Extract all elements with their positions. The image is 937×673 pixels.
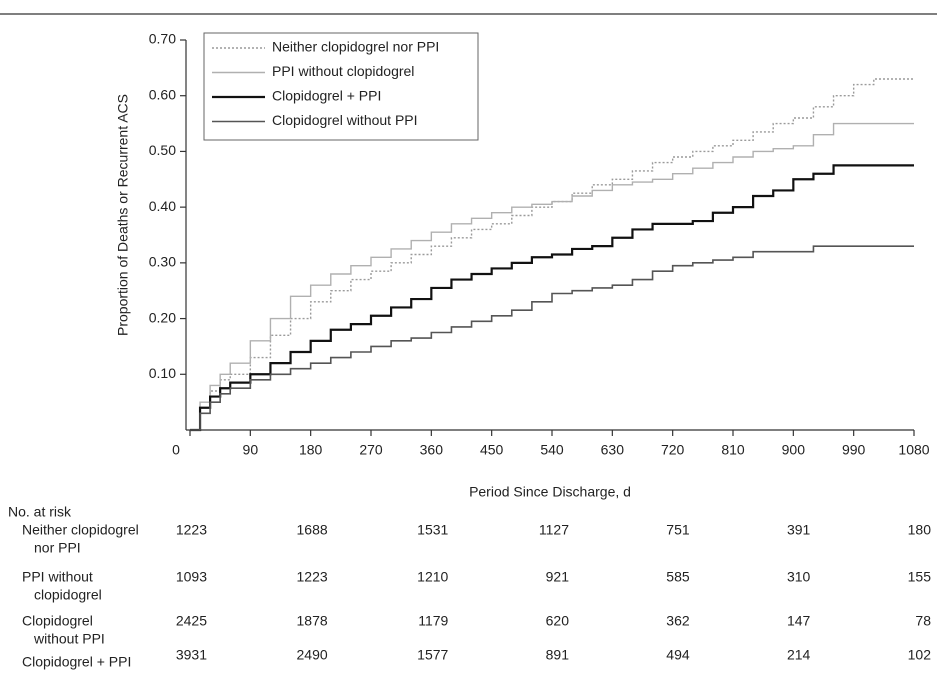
risk-count: 3931 [176,647,207,663]
risk-count: 102 [908,647,932,663]
survival-curve [190,78,914,431]
legend-label: Neither clopidogrel nor PPI [272,39,439,55]
risk-count: 620 [546,613,570,629]
y-tick-label: 0.50 [149,142,176,158]
risk-count: 1210 [417,569,448,585]
x-tick-label: 180 [299,442,323,458]
risk-row-label: without PPI [33,631,105,647]
x-tick-label: 1080 [898,442,929,458]
risk-count: 147 [787,613,811,629]
legend-label: Clopidogrel + PPI [272,88,381,104]
risk-count: 891 [546,647,570,663]
risk-count: 921 [546,569,570,585]
risk-count: 214 [787,647,811,663]
risk-count: 155 [908,569,932,585]
survival-curve [190,164,914,432]
x-tick-label: 720 [661,442,685,458]
risk-count: 1531 [417,522,448,538]
risk-row-label: Neither clopidogrel [22,522,139,538]
risk-row-label: nor PPI [34,540,81,556]
y-tick-label: 0.10 [149,365,176,381]
risk-count: 1179 [418,613,448,629]
risk-count: 78 [915,613,931,629]
survival-curve [190,245,914,431]
x-tick-label: 270 [359,442,383,458]
x-tick-label: 990 [842,442,866,458]
survival-curve [190,122,914,431]
risk-count: 1577 [417,647,448,663]
x-tick-label: 630 [601,442,625,458]
risk-count: 751 [666,522,690,538]
risk-row-label: Clopidogrel [22,613,93,629]
risk-count: 1093 [176,569,207,585]
risk-row-label: PPI without [22,569,93,585]
y-tick-label: 0.20 [149,309,176,325]
risk-count: 1223 [176,522,207,538]
risk-count: 362 [666,613,690,629]
x-tick-label: 0 [172,442,180,458]
x-tick-label: 810 [721,442,745,458]
y-tick-label: 0.60 [149,86,176,102]
y-tick-label: 0.30 [149,254,176,270]
x-tick-label: 900 [782,442,806,458]
x-tick-label: 540 [540,442,564,458]
x-tick-label: 360 [420,442,444,458]
risk-row-label: Clopidogrel + PPI [22,654,131,670]
legend-label: Clopidogrel without PPI [272,112,418,128]
risk-count: 1127 [539,522,569,538]
risk-count: 494 [666,647,690,663]
risk-count: 391 [787,522,811,538]
risk-count: 585 [666,569,690,585]
x-axis-label: Period Since Discharge, d [469,484,631,500]
risk-count: 310 [787,569,811,585]
y-tick-label: 0.70 [149,31,176,47]
risk-count: 2425 [176,613,207,629]
risk-count: 180 [908,522,932,538]
risk-count: 1878 [297,613,328,629]
risk-count: 1688 [297,522,328,538]
x-tick-label: 90 [243,442,259,458]
risk-row-label: clopidogrel [34,587,102,603]
x-tick-label: 450 [480,442,504,458]
legend-label: PPI without clopidogrel [272,63,414,79]
risk-count: 2490 [297,647,328,663]
y-axis-label: Proportion of Deaths or Recurrent ACS [115,94,131,336]
risk-count: 1223 [297,569,328,585]
risk-table-title: No. at risk [8,504,72,520]
y-tick-label: 0.40 [149,198,176,214]
